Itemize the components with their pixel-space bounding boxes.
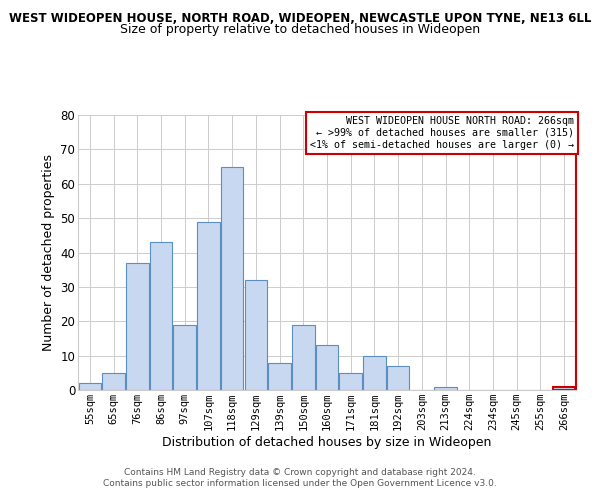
Bar	[363, 356, 386, 390]
Bar	[245, 280, 267, 390]
Text: WEST WIDEOPEN HOUSE, NORTH ROAD, WIDEOPEN, NEWCASTLE UPON TYNE, NE13 6LL: WEST WIDEOPEN HOUSE, NORTH ROAD, WIDEOPE…	[9, 12, 591, 26]
Bar	[150, 242, 172, 390]
Bar	[173, 324, 196, 390]
Bar	[126, 263, 149, 390]
Bar	[268, 362, 291, 390]
Text: Contains HM Land Registry data © Crown copyright and database right 2024.
Contai: Contains HM Land Registry data © Crown c…	[103, 468, 497, 487]
Y-axis label: Number of detached properties: Number of detached properties	[42, 154, 55, 351]
Bar	[340, 373, 362, 390]
Text: WEST WIDEOPEN HOUSE NORTH ROAD: 266sqm
← >99% of detached houses are smaller (31: WEST WIDEOPEN HOUSE NORTH ROAD: 266sqm ←…	[310, 116, 574, 150]
Bar	[221, 166, 244, 390]
Bar	[79, 383, 101, 390]
Bar	[197, 222, 220, 390]
Bar	[387, 366, 409, 390]
X-axis label: Distribution of detached houses by size in Wideopen: Distribution of detached houses by size …	[163, 436, 491, 449]
Bar	[316, 346, 338, 390]
Text: Size of property relative to detached houses in Wideopen: Size of property relative to detached ho…	[120, 22, 480, 36]
Bar	[103, 373, 125, 390]
Bar	[434, 386, 457, 390]
Bar	[553, 386, 575, 390]
Bar	[292, 324, 314, 390]
